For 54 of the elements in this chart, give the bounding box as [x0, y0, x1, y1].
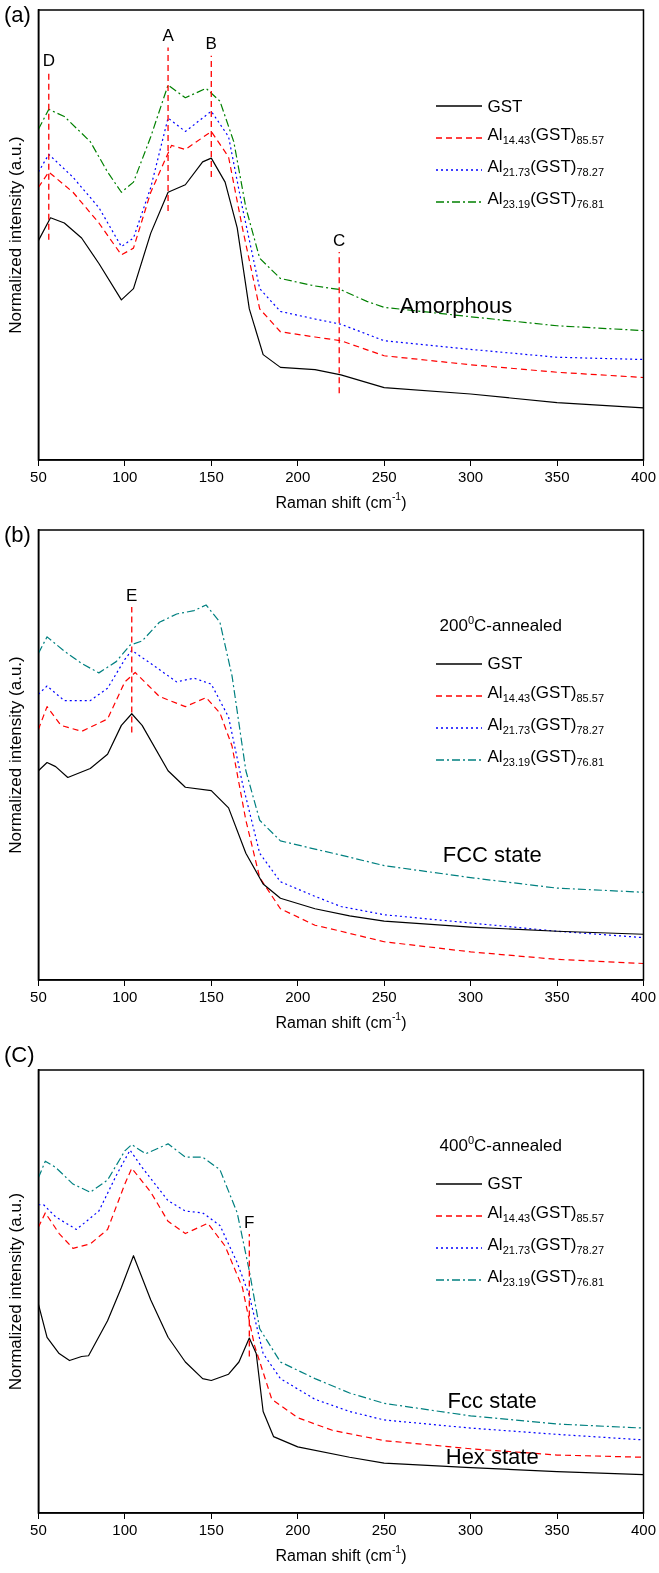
x-tick-label: 350: [544, 988, 570, 1006]
x-tick-label: 300: [458, 988, 484, 1006]
chart-title: (a): [4, 2, 31, 28]
annotation: Hex state: [445, 1443, 539, 1469]
annotation: Fcc state: [447, 1388, 537, 1414]
ref-line-label: C: [333, 230, 346, 250]
legend-label: Al$_{14.43}$(GST)$_{85.57}$: [487, 1201, 604, 1227]
x-tick-label: 400: [630, 468, 656, 486]
x-tick-label: 50: [30, 988, 47, 1006]
legend-label: Al$_{21.73}$(GST)$_{78.27}$: [487, 713, 604, 739]
legend-label: Al$_{21.73}$(GST)$_{78.27}$: [487, 156, 604, 181]
legend-title: 200$^{0}$C-annealed: [439, 613, 563, 636]
x-tick-label: 300: [458, 468, 484, 486]
x-tick-label: 150: [198, 988, 224, 1006]
x-tick-label: 200: [285, 468, 311, 486]
x-tick-label: 250: [371, 1521, 397, 1539]
x-tick-label: 200: [285, 1521, 311, 1539]
legend-label: Al$_{23.19}$(GST)$_{76.81}$: [487, 1265, 604, 1291]
chart-title: (C): [4, 1042, 35, 1068]
y-axis-title: Normalized intensity (a.u.): [5, 136, 25, 334]
legend-label: GST: [487, 95, 523, 117]
legend-title: 400$^{0}$C-annealed: [439, 1133, 563, 1156]
y-axis-title: Normalized intensity (a.u.): [5, 1192, 25, 1391]
x-tick-label: 50: [30, 1521, 47, 1539]
legend-label: Al$_{14.43}$(GST)$_{85.57}$: [487, 124, 604, 149]
x-tick-label: 100: [112, 468, 138, 486]
annotation: FCC state: [442, 842, 542, 868]
x-tick-label: 400: [630, 1521, 656, 1539]
x-tick-label: 100: [112, 988, 138, 1006]
ref-line-label: E: [126, 585, 138, 605]
x-tick-label: 150: [198, 468, 224, 486]
annotation: Amorphous: [399, 293, 513, 319]
x-tick-label: 50: [30, 468, 47, 486]
legend-label: Al$_{14.43}$(GST)$_{85.57}$: [487, 681, 604, 707]
x-tick-label: 350: [544, 468, 570, 486]
x-tick-label: 400: [630, 988, 656, 1006]
x-tick-label: 250: [371, 988, 397, 1006]
x-tick-label: 150: [198, 1521, 224, 1539]
x-tick-label: 250: [371, 468, 397, 486]
legend-label: Al$_{23.19}$(GST)$_{76.81}$: [487, 745, 604, 771]
chart-title: (b): [4, 522, 31, 548]
legend-label: GST: [487, 1173, 523, 1195]
x-tick-label: 350: [544, 1521, 570, 1539]
legend-label: Al$_{23.19}$(GST)$_{76.81}$: [487, 188, 604, 213]
x-tick-label: 100: [112, 1521, 138, 1539]
ref-line-label: A: [162, 26, 175, 46]
y-axis-title: Normalized intensity (a.u.): [5, 656, 25, 854]
x-tick-label: 200: [285, 988, 311, 1006]
ref-line-label: F: [244, 1212, 255, 1232]
ref-line-label: B: [205, 34, 217, 54]
legend-label: Al$_{21.73}$(GST)$_{78.27}$: [487, 1233, 604, 1259]
legend-label: GST: [487, 653, 523, 675]
ref-line-label: D: [42, 50, 55, 70]
x-tick-label: 300: [458, 1521, 484, 1539]
